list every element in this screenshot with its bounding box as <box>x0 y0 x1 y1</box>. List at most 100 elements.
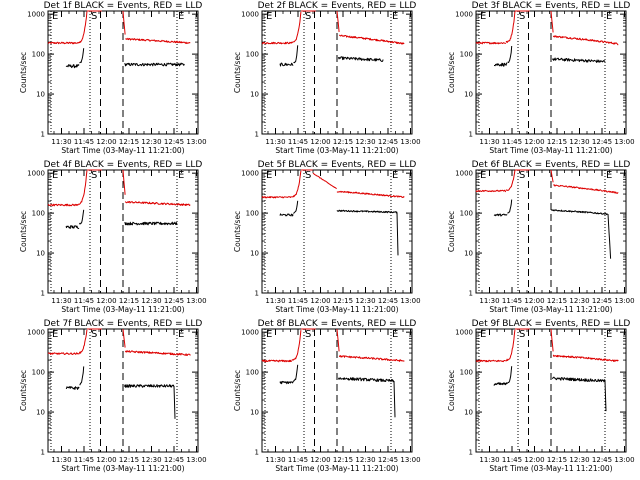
series-lld-line <box>122 169 126 195</box>
chart-panel-2: Det 2f BLACK = Events, RED = LLD 1 10 100 10… <box>233 1 421 155</box>
x-tick-label: 12:45 <box>164 297 184 305</box>
x-axis-label: Start Time (03-May-11 11:21:00) <box>275 464 398 473</box>
x-tick-label: 11:30 <box>479 297 499 305</box>
series-lld-line <box>125 37 191 44</box>
x-tick-label: 11:45 <box>288 297 308 305</box>
x-tick-label: 13:00 <box>186 297 206 305</box>
x-tick-label: 11:30 <box>265 138 285 146</box>
series-events-line <box>507 199 513 214</box>
x-tick-label: 12:15 <box>333 297 353 305</box>
y-axis-label: Counts/sec <box>447 52 456 93</box>
y-tick-label: 100 <box>460 369 473 377</box>
chart-title: Det 9f BLACK = Events, RED = LLD <box>472 319 631 329</box>
y-tick-label: 1 <box>469 290 473 298</box>
y-axis-label: Counts/sec <box>447 211 456 252</box>
y-tick-label: 100 <box>460 51 473 59</box>
x-tick-label: 12:30 <box>569 456 589 464</box>
x-tick-label: 12:00 <box>310 138 330 146</box>
marker-label-s: S <box>91 11 97 22</box>
marker-label-e: E <box>480 329 486 340</box>
series-lld-line <box>47 352 79 355</box>
x-tick-label: 12:15 <box>333 138 353 146</box>
chart-panel-6: Det 6f BLACK = Events, RED = LLD 1 10 100 10… <box>447 160 635 314</box>
x-axis-label: Start Time (03-May-11 11:21:00) <box>61 464 184 473</box>
y-tick-label: 1000 <box>27 170 45 178</box>
marker-label-s: S <box>519 329 525 340</box>
series-events-line <box>493 382 508 386</box>
marker-label-e: E <box>606 11 612 22</box>
x-tick-label: 11:45 <box>288 138 308 146</box>
y-tick-label: 1 <box>255 449 259 457</box>
series-events-line <box>124 62 185 67</box>
series-events-line <box>552 376 606 383</box>
series-events-line <box>338 56 384 62</box>
y-axis-label: Counts/sec <box>19 52 28 93</box>
y-tick-label: 1 <box>41 290 45 298</box>
marker-label-e: E <box>178 170 184 181</box>
x-tick-label: 12:00 <box>310 456 330 464</box>
y-tick-label: 100 <box>32 51 45 59</box>
series-events-line <box>338 377 395 383</box>
series-events-line <box>607 213 612 259</box>
y-tick-label: 1000 <box>241 11 259 19</box>
x-tick-label: 11:30 <box>51 138 71 146</box>
x-tick-label: 13:00 <box>614 138 634 146</box>
series-lld-line <box>262 41 293 45</box>
x-tick-label: 12:15 <box>547 297 567 305</box>
marker-label-s: S <box>91 329 97 340</box>
x-tick-label: 12:45 <box>378 297 398 305</box>
chart-title: Det 6f BLACK = Events, RED = LLD <box>472 160 631 170</box>
series-lld-line <box>77 170 88 205</box>
marker-label-e: E <box>392 329 398 340</box>
series-lld-line <box>338 34 405 45</box>
chart-panel-3: Det 3f BLACK = Events, RED = LLD 1 10 100 10… <box>447 1 635 155</box>
marker-label-e: E <box>606 170 612 181</box>
x-tick-label: 12:00 <box>96 297 116 305</box>
marker-label-e: E <box>52 170 58 181</box>
series-events-line <box>336 209 398 214</box>
y-axis-label: Counts/sec <box>233 211 242 252</box>
series-events-line <box>293 200 299 214</box>
x-tick-label: 12:15 <box>333 456 353 464</box>
chart-title: Det 5f BLACK = Events, RED = LLD <box>258 160 417 170</box>
series-lld-line <box>475 359 506 363</box>
x-tick-label: 11:45 <box>74 456 94 464</box>
y-tick-label: 10 <box>250 409 259 417</box>
x-tick-label: 12:30 <box>355 456 375 464</box>
x-tick-label: 12:00 <box>524 138 544 146</box>
x-tick-label: 12:15 <box>119 456 139 464</box>
x-tick-label: 12:30 <box>141 456 161 464</box>
marker-label-s: S <box>91 170 97 181</box>
y-tick-label: 1 <box>41 449 45 457</box>
y-tick-label: 10 <box>36 91 45 99</box>
x-tick-label: 12:45 <box>164 456 184 464</box>
y-axis-label: Counts/sec <box>447 370 456 411</box>
chart-title: Det 4f BLACK = Events, RED = LLD <box>44 160 203 170</box>
series-events-line <box>79 366 85 386</box>
marker-label-s: S <box>305 11 311 22</box>
series-events-line <box>279 380 294 385</box>
y-tick-label: 10 <box>36 409 45 417</box>
series-lld-line <box>505 170 516 191</box>
y-tick-label: 1 <box>469 449 473 457</box>
series-events-line <box>79 48 85 64</box>
x-tick-label: 12:30 <box>141 297 161 305</box>
marker-label-s: S <box>519 11 525 22</box>
series-events-line <box>552 57 606 63</box>
series-lld-line <box>291 330 302 361</box>
y-tick-label: 1000 <box>455 170 473 178</box>
x-tick-label: 12:45 <box>164 138 184 146</box>
series-lld-line <box>77 11 88 44</box>
series-events-line <box>507 366 513 384</box>
x-tick-label: 11:30 <box>265 297 285 305</box>
marker-label-e: E <box>392 11 398 22</box>
series-lld-line <box>550 10 554 33</box>
series-events-line <box>396 212 399 256</box>
series-events-line <box>550 209 608 216</box>
x-tick-label: 12:45 <box>378 138 398 146</box>
series-lld-line <box>475 189 506 193</box>
x-axis-label: Start Time (03-May-11 11:21:00) <box>61 305 184 314</box>
series-events-line <box>173 385 176 419</box>
x-tick-label: 11:30 <box>51 297 71 305</box>
